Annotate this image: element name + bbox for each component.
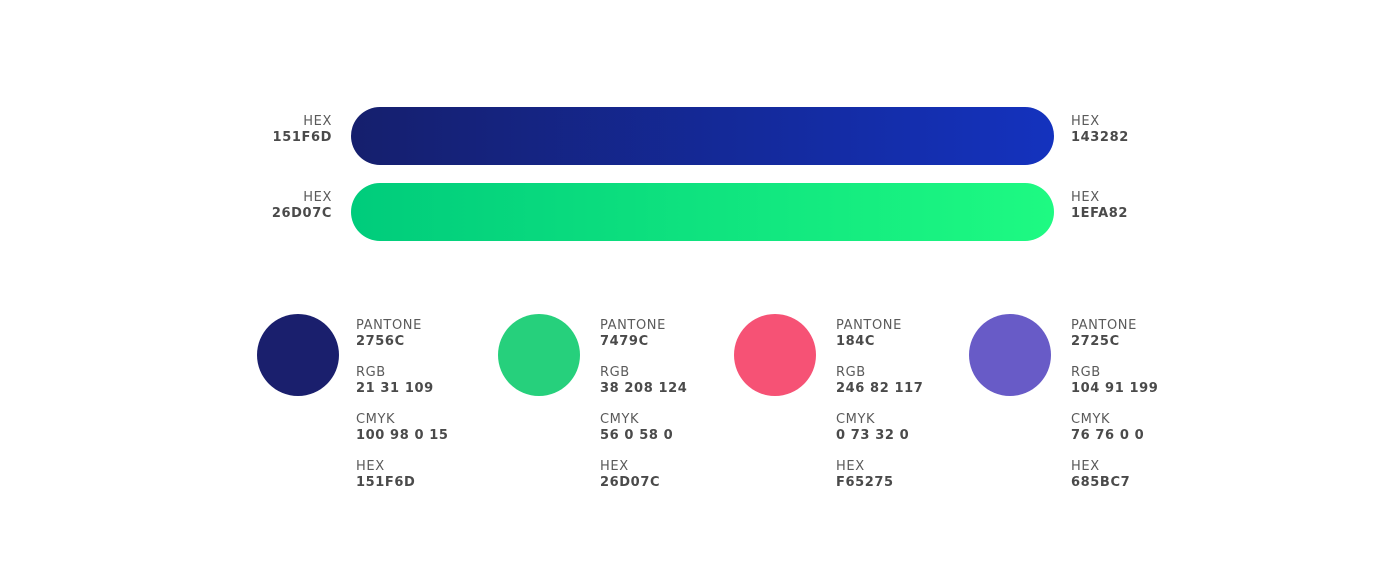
pantone-value: 2725C	[1071, 334, 1120, 349]
hex-value: F65275	[836, 475, 894, 490]
pantone-label: PANTONE	[836, 318, 902, 333]
color-specs: PANTONE 2725C RGB 104 91 199 CMYK 76 76 …	[1071, 318, 1158, 506]
gradient-start-info: HEX 26D07C	[272, 190, 332, 222]
rgb-label: RGB	[600, 365, 630, 380]
cmyk-label: CMYK	[836, 412, 876, 427]
color-circle	[498, 314, 580, 396]
gradient-start-info: HEX 151F6D	[273, 114, 332, 146]
cmyk-label: CMYK	[356, 412, 396, 427]
cmyk-value: 56 0 58 0	[600, 428, 674, 443]
hex-value: 26D07C	[600, 475, 661, 490]
rgb-spec: RGB 104 91 199	[1071, 365, 1158, 397]
hex-spec: HEX 151F6D	[356, 459, 449, 491]
gradient-row-green: HEX 26D07C HEX 1EFA82	[0, 183, 1400, 241]
gradient-bar-blue	[351, 107, 1054, 165]
rgb-value: 104 91 199	[1071, 381, 1159, 396]
hex-spec: HEX F65275	[836, 459, 923, 491]
color-circle	[969, 314, 1051, 396]
color-specs: PANTONE 7479C RGB 38 208 124 CMYK 56 0 5…	[600, 318, 687, 506]
rgb-label: RGB	[356, 365, 386, 380]
rgb-spec: RGB 21 31 109	[356, 365, 449, 397]
rgb-value: 21 31 109	[356, 381, 434, 396]
hex-value: 143282	[1071, 130, 1129, 145]
cmyk-spec: CMYK 0 73 32 0	[836, 412, 923, 444]
color-specs: PANTONE 2756C RGB 21 31 109 CMYK 100 98 …	[356, 318, 449, 506]
hex-label: HEX	[356, 459, 385, 474]
hex-label: HEX	[1071, 459, 1100, 474]
gradient-end-info: HEX 143282	[1071, 114, 1129, 146]
hex-label: HEX	[303, 114, 332, 129]
hex-value: 151F6D	[356, 475, 416, 490]
rgb-spec: RGB 38 208 124	[600, 365, 687, 397]
color-circle	[257, 314, 339, 396]
pantone-label: PANTONE	[1071, 318, 1137, 333]
cmyk-value: 0 73 32 0	[836, 428, 910, 443]
hex-label: HEX	[303, 190, 332, 205]
gradient-bar-green	[351, 183, 1054, 241]
hex-label: HEX	[600, 459, 629, 474]
color-specs: PANTONE 184C RGB 246 82 117 CMYK 0 73 32…	[836, 318, 923, 506]
cmyk-value: 100 98 0 15	[356, 428, 449, 443]
cmyk-label: CMYK	[1071, 412, 1111, 427]
pantone-spec: PANTONE 2725C	[1071, 318, 1158, 350]
hex-value: 26D07C	[271, 206, 332, 221]
pantone-label: PANTONE	[600, 318, 666, 333]
cmyk-label: CMYK	[600, 412, 640, 427]
cmyk-spec: CMYK 56 0 58 0	[600, 412, 687, 444]
rgb-label: RGB	[1071, 365, 1101, 380]
pantone-value: 184C	[836, 334, 876, 349]
gradient-row-blue: HEX 151F6D HEX 143282	[0, 107, 1400, 165]
hex-value: 1EFA82	[1071, 206, 1129, 221]
pantone-spec: PANTONE 7479C	[600, 318, 687, 350]
pantone-value: 7479C	[600, 334, 649, 349]
color-circle	[734, 314, 816, 396]
rgb-value: 38 208 124	[600, 381, 688, 396]
hex-value: 685BC7	[1071, 475, 1131, 490]
cmyk-spec: CMYK 76 76 0 0	[1071, 412, 1158, 444]
hex-spec: HEX 26D07C	[600, 459, 687, 491]
pantone-spec: PANTONE 2756C	[356, 318, 449, 350]
rgb-spec: RGB 246 82 117	[836, 365, 923, 397]
gradient-end-info: HEX 1EFA82	[1071, 190, 1128, 222]
pantone-label: PANTONE	[356, 318, 422, 333]
cmyk-value: 76 76 0 0	[1071, 428, 1145, 443]
hex-label: HEX	[1071, 114, 1100, 129]
hex-value: 151F6D	[272, 130, 332, 145]
pantone-spec: PANTONE 184C	[836, 318, 923, 350]
pantone-value: 2756C	[356, 334, 405, 349]
hex-label: HEX	[1071, 190, 1100, 205]
rgb-value: 246 82 117	[836, 381, 924, 396]
hex-spec: HEX 685BC7	[1071, 459, 1158, 491]
cmyk-spec: CMYK 100 98 0 15	[356, 412, 449, 444]
hex-label: HEX	[836, 459, 865, 474]
rgb-label: RGB	[836, 365, 866, 380]
